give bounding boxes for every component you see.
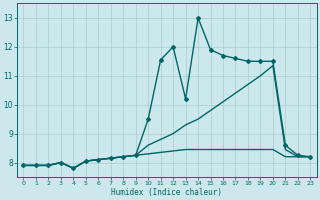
X-axis label: Humidex (Indice chaleur): Humidex (Indice chaleur) — [111, 188, 222, 197]
